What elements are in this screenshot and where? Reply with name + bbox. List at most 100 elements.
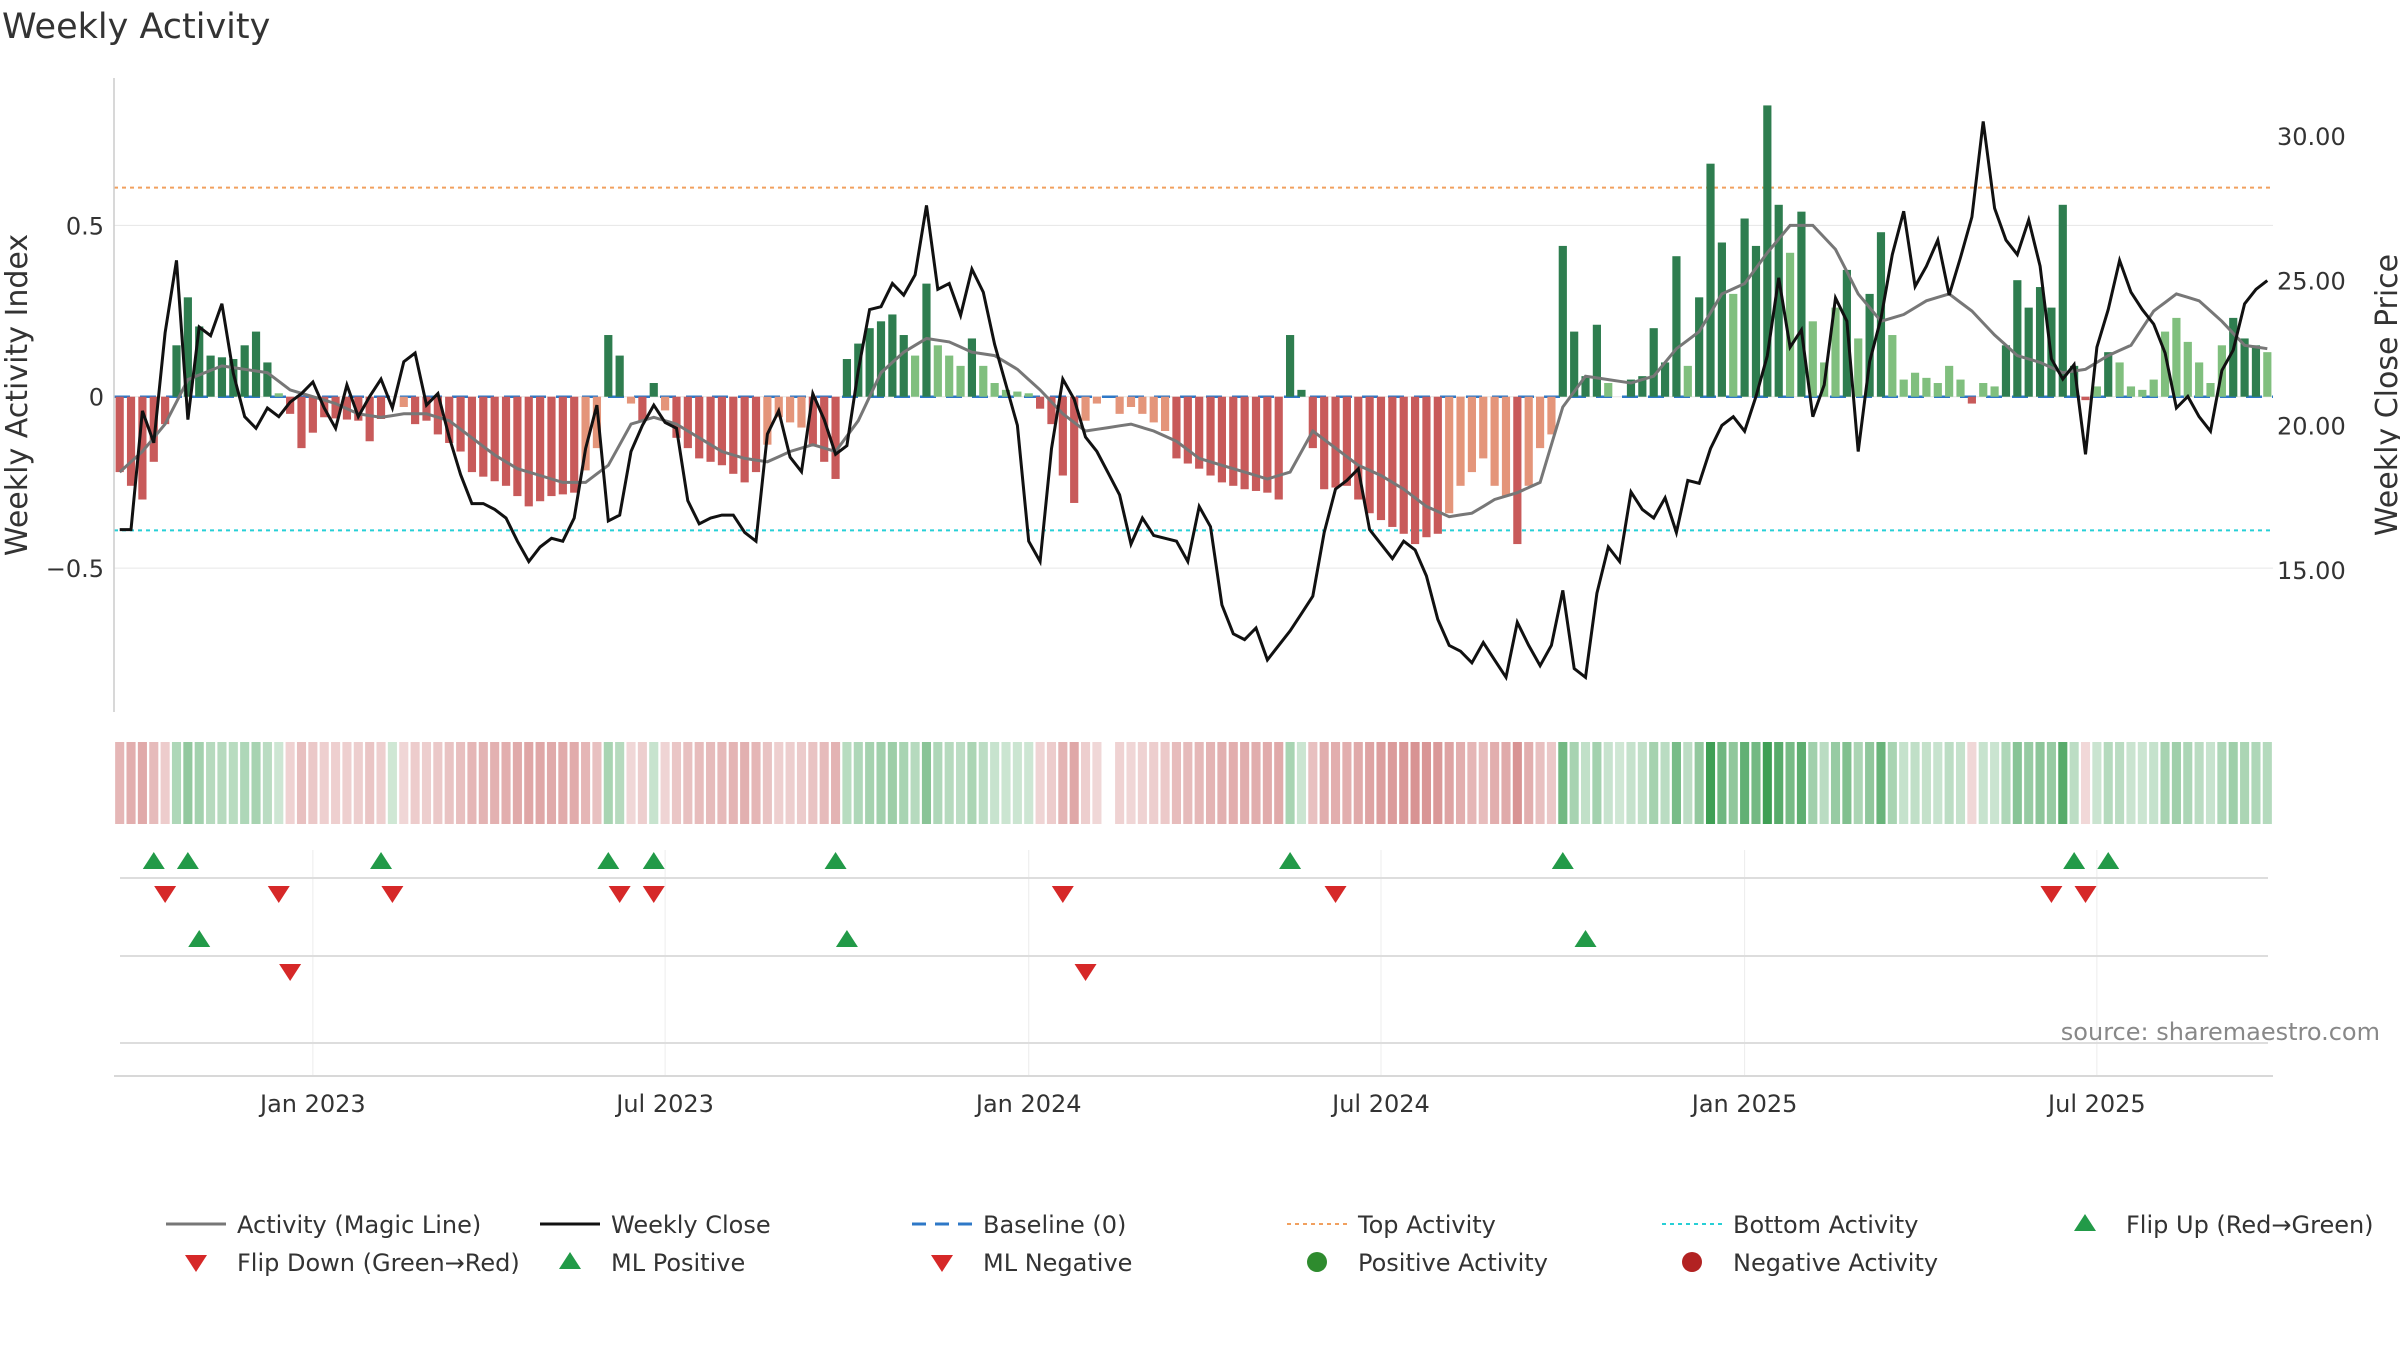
activity-bar: [195, 326, 204, 397]
strip-cell: [728, 742, 738, 824]
activity-bar: [456, 396, 465, 452]
activity-bar: [626, 396, 636, 404]
strip-cell: [319, 742, 329, 824]
strip-cell: [2262, 742, 2272, 824]
activity-bar: [1558, 245, 1567, 397]
strip-cell: [1206, 742, 1216, 824]
strip-cell: [1217, 742, 1227, 824]
strip-cell: [251, 742, 261, 824]
x-tick-label: Jan 2025: [1690, 1090, 1798, 1118]
x-tick-label: Jul 2024: [1330, 1090, 1430, 1118]
strip-cell: [1501, 742, 1511, 824]
activity-bar: [1945, 365, 1954, 397]
strip-cell: [206, 742, 216, 824]
activity-bar: [501, 396, 511, 486]
activity-bar: [1683, 365, 1692, 397]
activity-bar: [1524, 396, 1533, 486]
strip-cell: [910, 742, 920, 824]
flip-down-marker: [1324, 886, 1347, 903]
legend-key-down-triangle: [185, 1255, 207, 1272]
strip-cell: [1194, 742, 1204, 824]
strip-cell: [1376, 742, 1386, 824]
activity-bar: [1729, 293, 1738, 397]
activity-bar: [1956, 379, 1965, 397]
activity-bar: [547, 396, 556, 497]
activity-bar: [967, 338, 977, 397]
activity-bar: [786, 396, 795, 423]
strip-cell: [1705, 742, 1716, 824]
strip-cell: [899, 742, 909, 824]
strip-cell: [1262, 742, 1272, 824]
activity-bar: [1342, 396, 1351, 486]
activity-bar: [422, 396, 431, 421]
strip-cell: [353, 742, 363, 824]
y-tick-label: −0.5: [46, 555, 104, 583]
strip-cell: [1455, 742, 1466, 824]
strip-cell: [1683, 742, 1693, 824]
flip-up-marker: [2063, 852, 2086, 869]
activity-bar: [1445, 396, 1454, 514]
strip-cell: [262, 742, 272, 824]
strip-cell: [1774, 742, 1784, 824]
strip-cell: [1535, 742, 1545, 824]
strip-cell: [1353, 742, 1363, 824]
strip-cell: [2092, 742, 2102, 824]
strip-cell: [331, 742, 341, 824]
x-tick-label: Jul 2025: [2046, 1090, 2146, 1118]
activity-bar: [1229, 396, 1238, 486]
activity-bar: [1570, 331, 1579, 397]
strip-cell: [1876, 742, 1886, 824]
strip-cell: [615, 742, 625, 824]
activity-bar: [1990, 386, 1999, 397]
strip-cell: [603, 742, 613, 824]
strip-cell: [2251, 742, 2261, 824]
activity-bar: [1638, 376, 1647, 397]
activity-bar: [1251, 396, 1261, 491]
strip-cell: [796, 742, 807, 824]
strip-cell: [1149, 742, 1159, 824]
strip-cell: [1603, 742, 1613, 824]
flip-up-marker: [835, 930, 858, 947]
strip-cell: [421, 742, 432, 824]
activity-bar: [1013, 391, 1022, 397]
activity-bar: [956, 365, 965, 397]
activity-bar: [376, 396, 386, 419]
activity-bar: [1161, 396, 1170, 431]
activity-bar: [2195, 362, 2204, 397]
activity-bar: [1899, 379, 1908, 397]
strip-cell: [2137, 742, 2147, 824]
activity-bar: [1808, 321, 1817, 397]
strip-cell: [1444, 742, 1454, 824]
strip-cell: [990, 742, 1000, 824]
y-tick-label: 0: [89, 384, 104, 412]
activity-bar: [1286, 335, 1295, 397]
activity-bar: [1649, 328, 1658, 397]
activity-bar: [2160, 331, 2170, 397]
legend-label: Activity (Magic Line): [237, 1211, 481, 1239]
activity-bar: [2035, 287, 2045, 397]
activity-bar: [1172, 396, 1181, 459]
strip-cell: [1615, 742, 1625, 824]
activity-bar: [1092, 396, 1101, 404]
strip-cell: [978, 742, 988, 824]
strip-cell: [1308, 742, 1318, 824]
activity-bar: [2070, 365, 2079, 397]
strip-cell: [1365, 742, 1375, 824]
flip-down-marker: [267, 886, 290, 903]
strip-cell: [1694, 742, 1704, 824]
activity-bar: [649, 383, 658, 397]
legend-key-down-triangle: [931, 1255, 953, 1272]
flip-markers: [120, 850, 2268, 1075]
legend-label: Positive Activity: [1358, 1249, 1548, 1277]
strip-cell: [1092, 742, 1102, 824]
strip-cell: [819, 742, 829, 824]
strip-cell: [1274, 742, 1284, 824]
activity-bar: [1399, 396, 1408, 534]
strip-cell: [512, 742, 522, 824]
activity-bar: [240, 345, 249, 397]
activity-bar: [1751, 245, 1761, 397]
strip-cell: [1387, 742, 1397, 824]
strip-cell: [478, 742, 488, 824]
strip-cell: [1240, 742, 1250, 824]
activity-bar: [1365, 396, 1374, 514]
